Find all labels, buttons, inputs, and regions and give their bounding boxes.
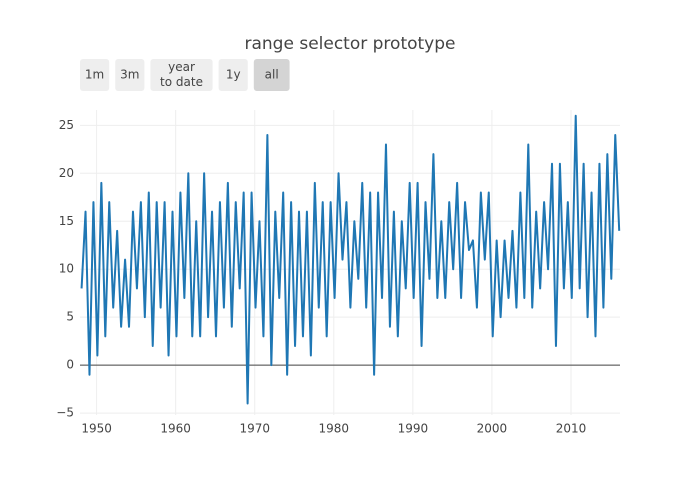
button-label[interactable]: year xyxy=(168,60,195,74)
button-bg[interactable] xyxy=(115,59,145,91)
button-label[interactable]: all xyxy=(265,68,279,82)
chart-title: range selector prototype xyxy=(245,34,456,54)
x-tick-label: 1980 xyxy=(319,422,350,436)
button-bg[interactable] xyxy=(218,59,248,91)
button-label[interactable]: 3m xyxy=(120,68,139,82)
x-tick-label: 2010 xyxy=(556,422,587,436)
button-label[interactable]: 1m xyxy=(85,68,104,82)
x-tick-label: 1970 xyxy=(239,422,270,436)
y-tick-label: 15 xyxy=(59,214,74,228)
button-label[interactable]: to date xyxy=(160,75,203,89)
y-tick-label: 20 xyxy=(59,166,74,180)
y-tick-label: 10 xyxy=(59,262,74,276)
x-tick-label: 1950 xyxy=(81,422,112,436)
x-tick-label: 1990 xyxy=(398,422,429,436)
x-tick-label: 1960 xyxy=(160,422,191,436)
y-tick-label: 25 xyxy=(59,118,74,132)
y-tick-label: 5 xyxy=(66,310,74,324)
button-bg[interactable] xyxy=(80,59,110,91)
range-button[interactable]: 3m xyxy=(115,59,145,91)
range-button[interactable]: 1y xyxy=(218,59,248,91)
range-button[interactable]: all xyxy=(253,59,290,91)
x-tick-label: 2000 xyxy=(477,422,508,436)
button-label[interactable]: 1y xyxy=(226,68,241,82)
y-tick-label: 0 xyxy=(66,358,74,372)
y-tick-label: −5 xyxy=(56,406,74,420)
button-bg[interactable] xyxy=(253,59,290,91)
range-button[interactable]: 1m xyxy=(80,59,110,91)
series-line xyxy=(80,114,621,405)
button-bg[interactable] xyxy=(150,59,213,91)
